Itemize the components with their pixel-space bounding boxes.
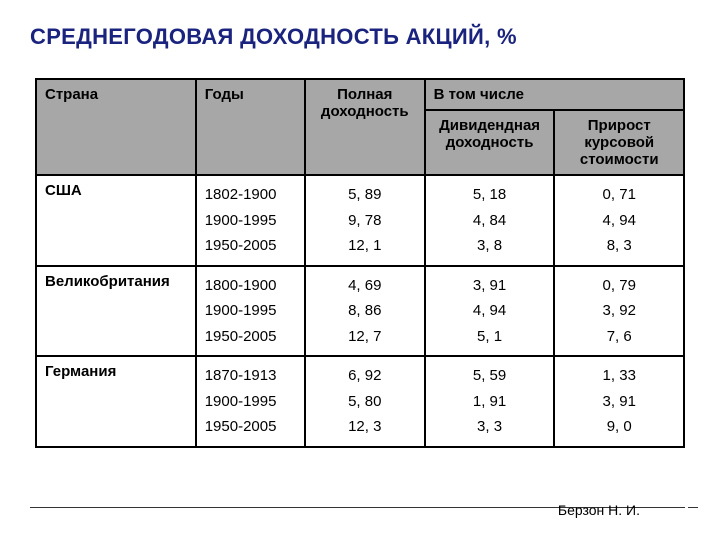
cell-growth: 0, 71 4, 94 8, 3 <box>554 175 684 266</box>
th-years: Годы <box>196 79 305 175</box>
th-growth: Прирост курсовой стоимости <box>554 110 684 175</box>
cell-country: Великобритания <box>36 266 196 357</box>
th-dividend: Дивидендная доходность <box>425 110 555 175</box>
cell-full: 4, 69 8, 86 12, 7 <box>305 266 425 357</box>
table-row: США 1802-1900 1900-1995 1950-2005 5, 89 … <box>36 175 684 266</box>
cell-growth: 1, 33 3, 91 9, 0 <box>554 356 684 447</box>
cell-full: 5, 89 9, 78 12, 1 <box>305 175 425 266</box>
returns-table: Страна Годы Полная доходность В том числ… <box>35 78 685 448</box>
cell-country: США <box>36 175 196 266</box>
table-row: Великобритания 1800-1900 1900-1995 1950-… <box>36 266 684 357</box>
cell-dividend: 5, 59 1, 91 3, 3 <box>425 356 555 447</box>
footer-author: Берзон Н. И. <box>558 502 640 518</box>
cell-growth: 0, 79 3, 92 7, 6 <box>554 266 684 357</box>
cell-full: 6, 92 5, 80 12, 3 <box>305 356 425 447</box>
cell-years: 1800-1900 1900-1995 1950-2005 <box>196 266 305 357</box>
footer-divider-seg <box>688 507 698 508</box>
cell-years: 1870-1913 1900-1995 1950-2005 <box>196 356 305 447</box>
cell-dividend: 3, 91 4, 94 5, 1 <box>425 266 555 357</box>
cell-dividend: 5, 18 4, 84 3, 8 <box>425 175 555 266</box>
table-row: Германия 1870-1913 1900-1995 1950-2005 6… <box>36 356 684 447</box>
cell-years: 1802-1900 1900-1995 1950-2005 <box>196 175 305 266</box>
table-body: США 1802-1900 1900-1995 1950-2005 5, 89 … <box>36 175 684 447</box>
th-full: Полная доходность <box>305 79 425 175</box>
th-including: В том числе <box>425 79 684 110</box>
th-country: Страна <box>36 79 196 175</box>
slide-title: СРЕДНЕГОДОВАЯ ДОХОДНОСТЬ АКЦИЙ, % <box>30 24 690 50</box>
cell-country: Германия <box>36 356 196 447</box>
